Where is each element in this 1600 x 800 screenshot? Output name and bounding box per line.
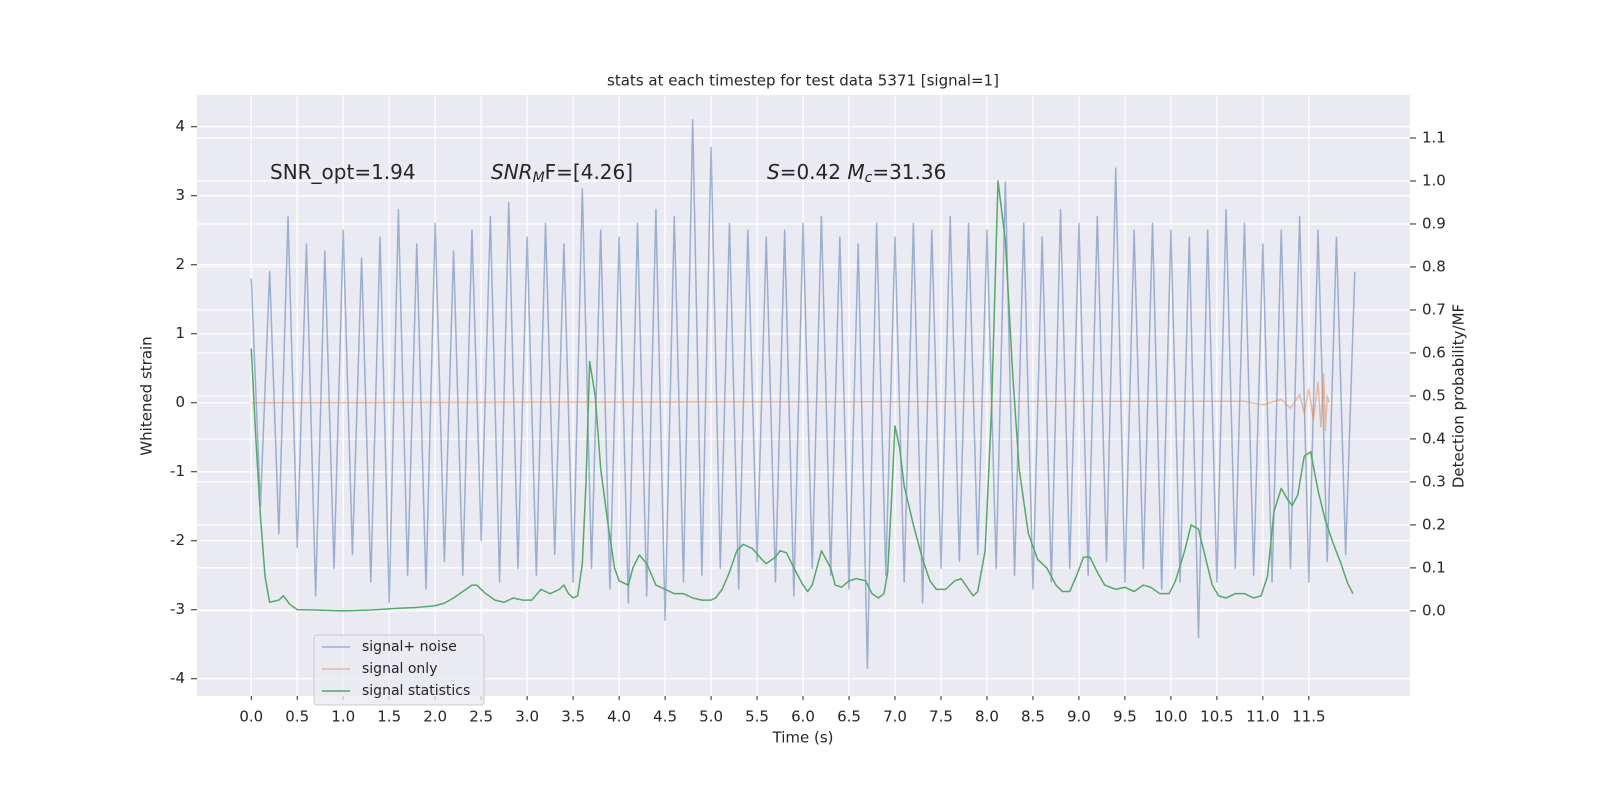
y2-tick-label: 1.1 [1422, 128, 1446, 146]
x-tick-label: 5.0 [699, 708, 723, 726]
y-tick-label: 4 [175, 117, 185, 135]
annotation-part: M [847, 160, 864, 184]
y-tick-label: 2 [175, 255, 185, 273]
annotation-part: =31.36 [872, 160, 946, 184]
x-tick-label: 8.0 [975, 708, 999, 726]
annotation-part: S [767, 160, 780, 184]
x-tick-label: 10.0 [1154, 708, 1187, 726]
annotation-part: =0.42 [780, 160, 848, 184]
x-tick-label: 6.0 [791, 708, 815, 726]
legend-label: signal statistics [362, 683, 470, 699]
x-tick-label: 6.5 [837, 708, 861, 726]
series-line [250, 119, 1356, 670]
y2-tick-label: 0.3 [1422, 472, 1446, 490]
legend-box [313, 634, 485, 706]
y-tick-label: 3 [175, 186, 185, 204]
y-tick-label: -1 [170, 462, 185, 480]
annotation: S=0.42 Mc=31.36 [767, 160, 946, 187]
y2-tick-label: 0.2 [1422, 515, 1446, 533]
annotation: SNRMF=[4.26] [491, 160, 633, 187]
legend-label: signal only [362, 661, 437, 677]
x-tick-label: 4.5 [653, 708, 677, 726]
x-tick-label: 2.0 [423, 708, 447, 726]
y-tick-label: -2 [170, 531, 185, 549]
x-tick-label: 5.5 [745, 708, 769, 726]
y2-tick-label: 0.5 [1422, 386, 1446, 404]
series-line [251, 373, 1330, 432]
y2-tick-label: 0.0 [1422, 601, 1446, 619]
y2-tick-label: 0.7 [1422, 300, 1446, 318]
x-tick-label: 3.0 [515, 708, 539, 726]
x-tick-label: 7.5 [929, 708, 953, 726]
y2-tick-label: 0.9 [1422, 214, 1446, 232]
annotation-part: M [533, 170, 545, 186]
y-tick-label: 1 [175, 324, 185, 342]
series-line [250, 180, 1354, 612]
x-tick-label: 4.0 [607, 708, 631, 726]
x-tick-label: 8.5 [1021, 708, 1045, 726]
y2-tick-label: 0.1 [1422, 558, 1446, 576]
x-tick-label: 3.5 [561, 708, 585, 726]
x-tick-label: 9.5 [1113, 708, 1137, 726]
y-tick-label: -4 [170, 669, 185, 687]
x-tick-label: 0.5 [285, 708, 309, 726]
y-axis-label: Whitened strain [138, 336, 156, 455]
y-tick-label: 0 [175, 393, 185, 411]
x-tick-label: 9.0 [1067, 708, 1091, 726]
y-tick-label: -3 [170, 600, 185, 618]
annotation: SNR_opt=1.94 [270, 160, 416, 184]
annotation-part: SNR [491, 160, 533, 184]
y2-tick-label: 0.4 [1422, 429, 1446, 447]
y2-tick-label: 1.0 [1422, 171, 1446, 189]
x-tick-label: 11.5 [1292, 708, 1325, 726]
y2-axis-label: Detection probability/MF [1450, 304, 1468, 488]
annotation-part: F=[4.26] [545, 160, 633, 184]
x-tick-label: 10.5 [1200, 708, 1233, 726]
y2-tick-label: 0.6 [1422, 343, 1446, 361]
y2-tick-label: 0.8 [1422, 257, 1446, 275]
chart-title: stats at each timestep for test data 537… [607, 72, 999, 90]
annotation-part: c [865, 170, 873, 186]
x-tick-label: 0.0 [239, 708, 263, 726]
x-tick-label: 11.0 [1246, 708, 1279, 726]
x-axis-label: Time (s) [772, 729, 834, 747]
annotation-part: SNR_opt=1.94 [270, 160, 416, 184]
legend: signal+ noise signal only signal statistic… [313, 634, 485, 706]
x-tick-label: 7.0 [883, 708, 907, 726]
x-tick-label: 1.0 [331, 708, 355, 726]
x-tick-label: 2.5 [469, 708, 493, 726]
legend-label: signal+ noise [362, 639, 457, 655]
x-tick-label: 1.5 [377, 708, 401, 726]
